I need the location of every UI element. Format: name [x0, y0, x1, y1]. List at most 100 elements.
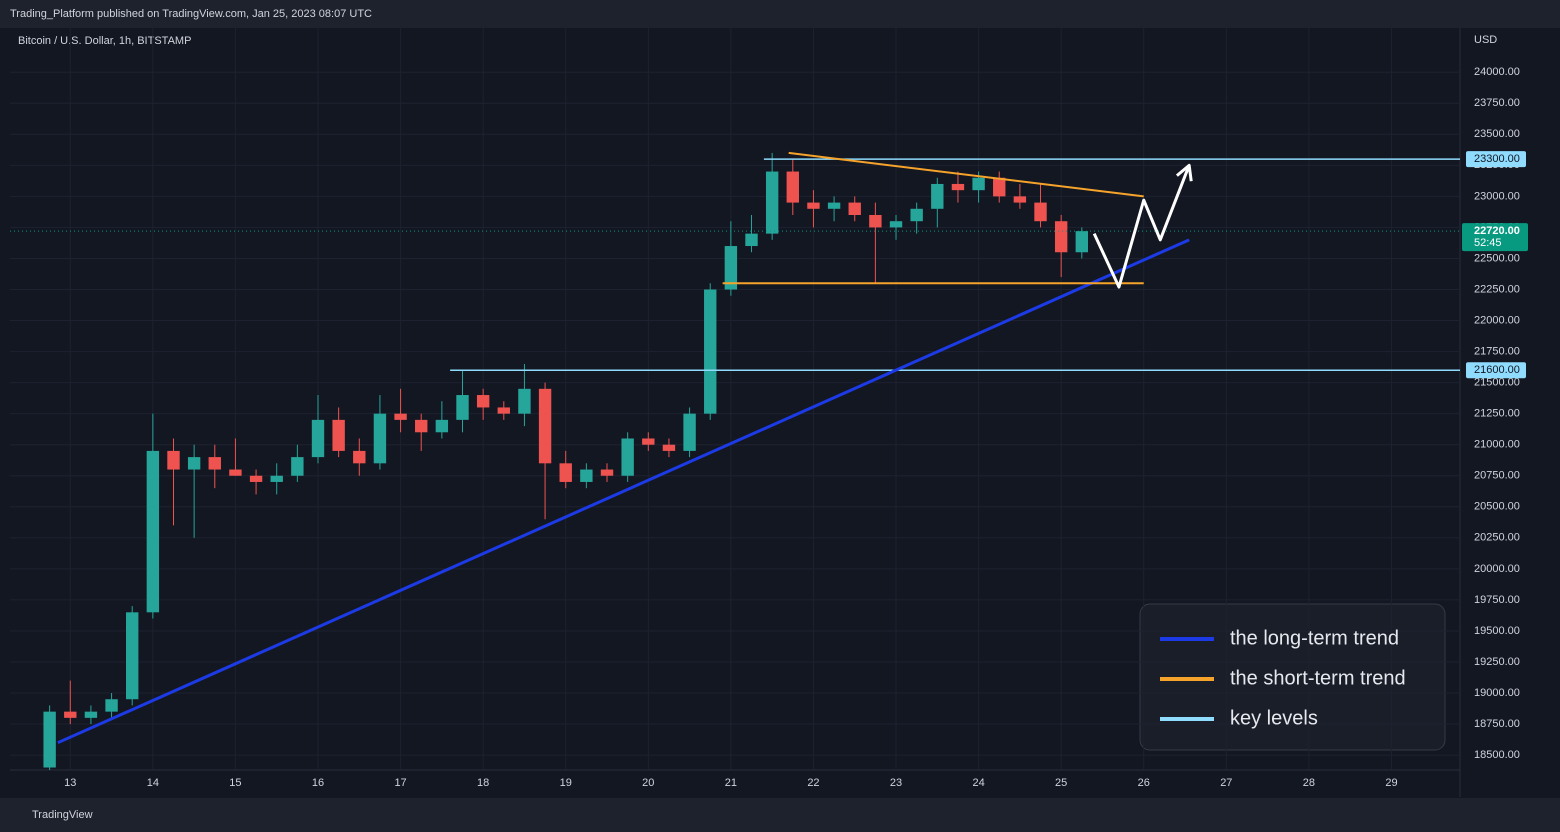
- y-tick-label: 24000.00: [1474, 66, 1520, 78]
- candle-body: [353, 450, 366, 464]
- candle-body: [146, 450, 160, 613]
- x-tick-label: 20: [642, 777, 654, 789]
- header-bar: [0, 0, 1560, 28]
- candle-body: [456, 395, 469, 420]
- x-tick-label: 14: [147, 777, 159, 789]
- candle-body: [600, 469, 614, 476]
- y-tick-label: 19250.00: [1474, 656, 1520, 668]
- legend-label: the long-term trend: [1230, 627, 1399, 649]
- candle-body: [64, 711, 77, 718]
- candle-body: [993, 177, 1006, 197]
- candle-body: [972, 177, 985, 191]
- candle-body: [889, 221, 903, 228]
- candle-body: [1075, 231, 1089, 253]
- x-tick-label: 17: [394, 777, 406, 789]
- candle-body: [394, 413, 407, 420]
- candle-body: [559, 463, 572, 482]
- candle-body: [311, 419, 325, 458]
- candle-body: [538, 388, 552, 464]
- y-tick-label: 22250.00: [1474, 283, 1520, 295]
- candle-body: [765, 171, 779, 234]
- candle-body: [1034, 202, 1047, 222]
- candle-body: [476, 395, 490, 408]
- candle-body: [1054, 221, 1068, 253]
- candle-body: [745, 233, 758, 247]
- x-tick-label: 26: [1138, 777, 1150, 789]
- y-tick-label: 23500.00: [1474, 128, 1520, 140]
- candle-body: [807, 202, 820, 209]
- legend-label: key levels: [1230, 707, 1318, 729]
- x-tick-label: 27: [1220, 777, 1232, 789]
- y-tick-label: 19750.00: [1474, 594, 1520, 606]
- candle-body: [724, 246, 738, 290]
- y-tick-label: 22500.00: [1474, 252, 1520, 264]
- candle-body: [827, 202, 841, 209]
- candle-body: [704, 289, 717, 414]
- key-level-box: [1466, 362, 1526, 379]
- countdown-label: 52:45: [1474, 237, 1502, 249]
- x-tick-label: 15: [229, 777, 241, 789]
- legend-label: the short-term trend: [1230, 667, 1406, 689]
- candle-body: [126, 612, 139, 700]
- publish-title: Trading_Platform published on TradingVie…: [10, 8, 372, 20]
- y-tick-label: 21250.00: [1474, 408, 1520, 420]
- y-tick-label: 23000.00: [1474, 190, 1520, 202]
- y-tick-label: 23750.00: [1474, 97, 1520, 109]
- last-price-box: [1462, 223, 1528, 252]
- candle-body: [270, 475, 283, 482]
- candle-body: [642, 438, 655, 445]
- y-tick-label: 19500.00: [1474, 625, 1520, 637]
- x-tick-label: 18: [477, 777, 489, 789]
- x-tick-label: 19: [560, 777, 572, 789]
- symbol-label: Bitcoin / U.S. Dollar, 1h, BITSTAMP: [18, 35, 191, 47]
- candle-body: [621, 438, 634, 476]
- x-tick-label: 25: [1055, 777, 1067, 789]
- currency-label: USD: [1474, 34, 1497, 46]
- x-tick-label: 24: [972, 777, 984, 789]
- candle-body: [373, 413, 387, 464]
- y-tick-label: 20750.00: [1474, 470, 1520, 482]
- key-level-label: 21600.00: [1474, 364, 1520, 376]
- candle-body: [951, 183, 965, 191]
- y-tick-label: 18750.00: [1474, 718, 1520, 730]
- x-tick-label: 21: [725, 777, 737, 789]
- candle-body: [518, 388, 531, 414]
- candle-body: [249, 475, 263, 482]
- y-tick-label: 22000.00: [1474, 314, 1520, 326]
- candle-body: [105, 699, 118, 712]
- x-tick-label: 29: [1385, 777, 1397, 789]
- candle-body: [848, 202, 861, 215]
- key-level-box: [1466, 151, 1526, 168]
- y-tick-label: 21000.00: [1474, 439, 1520, 451]
- y-tick-label: 20250.00: [1474, 532, 1520, 544]
- x-tick-label: 16: [312, 777, 324, 789]
- candle-body: [167, 450, 180, 470]
- y-tick-label: 19000.00: [1474, 687, 1520, 699]
- candle-body: [910, 208, 923, 222]
- trendline: [788, 151, 1144, 198]
- candle-body: [84, 711, 98, 718]
- footer-bar: [0, 798, 1560, 832]
- candle-body: [43, 711, 56, 768]
- last-price-label: 22720.00: [1474, 225, 1520, 237]
- candle-body: [662, 444, 676, 451]
- candle-body: [869, 215, 882, 228]
- x-tick-label: 28: [1303, 777, 1315, 789]
- candle-body: [229, 469, 242, 476]
- candle-body: [291, 457, 304, 476]
- projection-arrowhead: [1175, 163, 1193, 182]
- candle-body: [1013, 196, 1027, 203]
- y-tick-label: 20500.00: [1474, 501, 1520, 513]
- y-tick-label: 21500.00: [1474, 377, 1520, 389]
- candle-body: [683, 413, 696, 451]
- legend-box: [1139, 603, 1446, 751]
- candle-body: [931, 183, 944, 209]
- candle-body: [208, 457, 221, 470]
- x-tick-label: 23: [890, 777, 902, 789]
- trendline: [57, 238, 1190, 745]
- y-tick-label: 18500.00: [1474, 749, 1520, 761]
- candle-body: [332, 419, 345, 451]
- projection-path: [1092, 164, 1191, 289]
- footer-logo: TradingView: [32, 809, 93, 821]
